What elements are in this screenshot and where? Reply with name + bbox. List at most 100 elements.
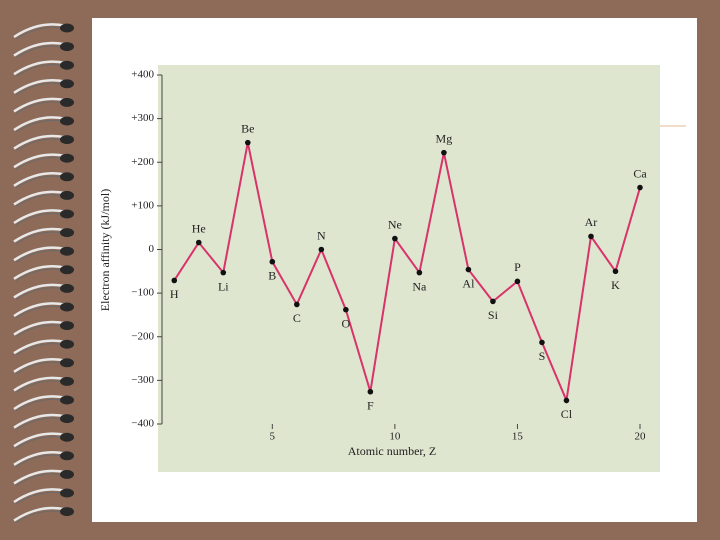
spiral-wire-shadow bbox=[15, 398, 67, 412]
spiral-hole bbox=[60, 376, 74, 386]
spiral-wire bbox=[13, 264, 67, 280]
spiral-wire bbox=[13, 246, 67, 262]
point-label: Cl bbox=[561, 407, 573, 421]
spiral-wire bbox=[13, 506, 67, 522]
x-tick-label: 15 bbox=[512, 431, 524, 443]
spiral-wire bbox=[13, 413, 67, 429]
y-tick-label: −300 bbox=[131, 374, 154, 386]
spiral-wire-shadow bbox=[15, 119, 67, 133]
spiral-hole bbox=[60, 469, 74, 479]
point-label: C bbox=[293, 311, 301, 325]
data-point bbox=[416, 269, 423, 276]
spiral-wire-shadow bbox=[15, 454, 67, 468]
spiral-wire bbox=[13, 209, 67, 225]
data-point bbox=[539, 339, 545, 346]
point-label: B bbox=[268, 268, 276, 282]
point-label: He bbox=[192, 221, 206, 235]
point-label: N bbox=[317, 228, 326, 242]
point-label: Al bbox=[462, 276, 475, 290]
x-tick-label: 10 bbox=[389, 431, 401, 443]
data-point bbox=[392, 235, 398, 242]
spiral-hole bbox=[60, 190, 74, 200]
spiral-wire-shadow bbox=[15, 510, 67, 524]
spiral-hole bbox=[60, 60, 74, 70]
spiral-wire bbox=[13, 376, 67, 392]
chart-image bbox=[158, 65, 660, 472]
spiral-wire bbox=[13, 395, 67, 411]
spiral-wire-shadow bbox=[15, 305, 67, 319]
spiral-wire bbox=[13, 78, 67, 94]
y-tick-label: −100 bbox=[131, 287, 154, 299]
spiral-hole bbox=[60, 23, 74, 33]
data-point bbox=[318, 246, 325, 253]
spiral-hole bbox=[60, 116, 74, 126]
spiral-wire-shadow bbox=[15, 417, 67, 431]
spiral-wire-shadow bbox=[15, 491, 67, 505]
spiral-hole bbox=[60, 265, 74, 275]
spiral-hole bbox=[60, 42, 74, 52]
spiral-wire-shadow bbox=[15, 287, 67, 300]
point-label: Si bbox=[488, 308, 499, 322]
spiral-wire bbox=[13, 302, 67, 318]
spiral-hole bbox=[60, 414, 74, 424]
spiral-wire-shadow bbox=[15, 473, 67, 486]
point-label: Ne bbox=[388, 217, 402, 231]
spiral-hole bbox=[60, 339, 74, 349]
data-point bbox=[244, 139, 251, 146]
point-label: Ar bbox=[585, 215, 598, 229]
spiral-wire-shadow bbox=[15, 212, 67, 226]
spiral-hole bbox=[60, 135, 74, 145]
data-point bbox=[269, 258, 276, 265]
y-tick-label: −200 bbox=[131, 330, 154, 342]
spiral-wire bbox=[13, 116, 67, 132]
data-point bbox=[343, 306, 349, 313]
y-tick-label: +300 bbox=[131, 112, 154, 124]
data-point bbox=[514, 278, 521, 285]
spiral-hole bbox=[60, 79, 74, 89]
spiral-wire bbox=[13, 469, 67, 485]
y-tick-label: +100 bbox=[131, 199, 154, 211]
point-label: S bbox=[539, 349, 546, 363]
spiral-binding bbox=[13, 23, 74, 524]
y-tick-label: −400 bbox=[131, 418, 154, 430]
spiral-wire bbox=[13, 357, 67, 373]
spiral-wire-shadow bbox=[15, 138, 67, 152]
point-label: H bbox=[170, 287, 179, 301]
y-axis-label: Electron affinity (kJ/mol) bbox=[98, 189, 112, 311]
spiral-wire bbox=[13, 227, 67, 243]
spiral-wire-shadow bbox=[15, 343, 67, 356]
data-point bbox=[220, 269, 227, 276]
spiral-wire-shadow bbox=[15, 64, 67, 77]
spiral-hole bbox=[60, 302, 74, 312]
spiral-wire bbox=[13, 171, 67, 187]
spiral-wire bbox=[13, 339, 67, 355]
data-point bbox=[563, 397, 570, 404]
y-tick-label: +400 bbox=[131, 69, 154, 81]
data-point bbox=[441, 149, 447, 156]
spiral-hole bbox=[60, 153, 74, 163]
spiral-hole bbox=[60, 228, 74, 238]
point-label: Mg bbox=[436, 131, 453, 145]
spiral-hole bbox=[60, 321, 74, 331]
spiral-wire bbox=[13, 450, 67, 466]
point-label: Li bbox=[218, 279, 229, 293]
spiral-hole bbox=[60, 97, 74, 107]
data-point bbox=[465, 266, 472, 273]
x-tick-label: 5 bbox=[270, 431, 276, 443]
spiral-wire-shadow bbox=[15, 101, 67, 114]
spiral-wire bbox=[13, 488, 67, 504]
spiral-hole bbox=[60, 246, 74, 256]
spiral-hole bbox=[60, 172, 74, 182]
spiral-hole bbox=[60, 395, 74, 405]
spiral-wire bbox=[13, 97, 67, 113]
data-point bbox=[195, 239, 202, 246]
spiral-wire-shadow bbox=[15, 268, 67, 282]
spiral-wire bbox=[13, 153, 67, 169]
data-point bbox=[490, 298, 496, 305]
spiral-wire bbox=[13, 23, 67, 39]
data-point bbox=[367, 388, 374, 395]
x-axis-label: Atomic number, Z bbox=[348, 444, 437, 458]
spiral-wire-shadow bbox=[15, 380, 67, 393]
spiral-hole bbox=[60, 283, 74, 293]
spiral-wire-shadow bbox=[15, 231, 67, 245]
